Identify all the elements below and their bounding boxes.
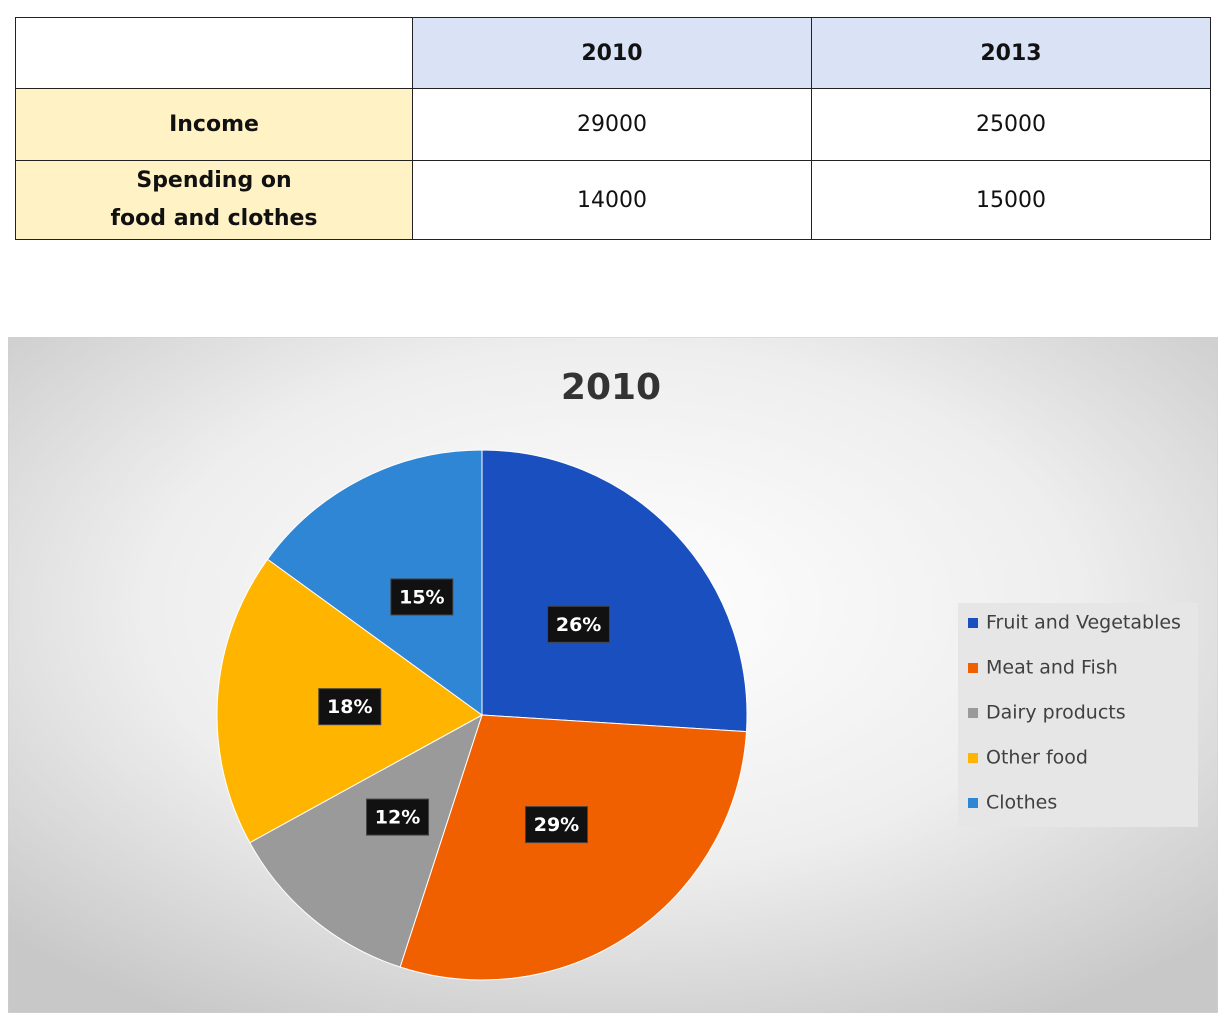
data-label: 18%: [327, 696, 372, 718]
legend-box: [958, 603, 1198, 827]
label-box: [390, 578, 454, 616]
row-label-text: Income: [169, 111, 259, 137]
pie-slice: [481, 449, 748, 733]
header-text: 2010: [581, 40, 643, 66]
corner-cell: [15, 17, 413, 89]
data-cell: 29000: [412, 88, 812, 161]
chart: 2010 26% 29% 12% 18% 15% Fruit and Vegetables…: [8, 337, 1218, 1013]
label-box: [318, 688, 382, 726]
row-label: Spending on food and clothes: [15, 160, 413, 240]
legend-swatch: [968, 798, 978, 808]
legend-label: Other food: [986, 747, 1088, 769]
cell-value: 25000: [976, 112, 1046, 137]
data-cell: 25000: [811, 88, 1211, 161]
legend-label: Clothes: [986, 792, 1057, 814]
cell-value: 29000: [577, 112, 647, 137]
cell-value: 14000: [577, 187, 647, 213]
pie-slice: [266, 449, 483, 716]
legend-swatch: [968, 708, 978, 718]
column-header: 2010: [412, 17, 812, 89]
legend-swatch: [968, 618, 978, 628]
legend-swatch: [968, 663, 978, 673]
header-text: 2013: [980, 40, 1042, 66]
legend-label: Dairy products: [986, 702, 1126, 724]
pie-slice: [249, 713, 483, 968]
data-cell: 15000: [811, 160, 1211, 240]
data-label: 15%: [399, 586, 444, 608]
column-header: 2013: [811, 17, 1211, 89]
data-label: 12%: [375, 807, 420, 829]
data-cell: 14000: [412, 160, 812, 240]
legend-label: Fruit and Vegetables: [986, 612, 1181, 634]
label-box: [366, 798, 430, 836]
row-label-text: food and clothes: [110, 206, 318, 231]
row-label: Income: [15, 88, 413, 161]
pie-slice: [399, 714, 748, 981]
row-label-text: Spending on: [136, 168, 292, 193]
cell-value: 15000: [976, 187, 1046, 213]
legend-label: Meat and Fish: [986, 657, 1118, 679]
chart-title: 2010: [561, 367, 661, 408]
label-box: [547, 605, 611, 643]
label-box: [524, 806, 588, 844]
legend-swatch: [968, 753, 978, 763]
data-label: 29%: [534, 814, 579, 836]
data-label: 26%: [556, 614, 601, 636]
